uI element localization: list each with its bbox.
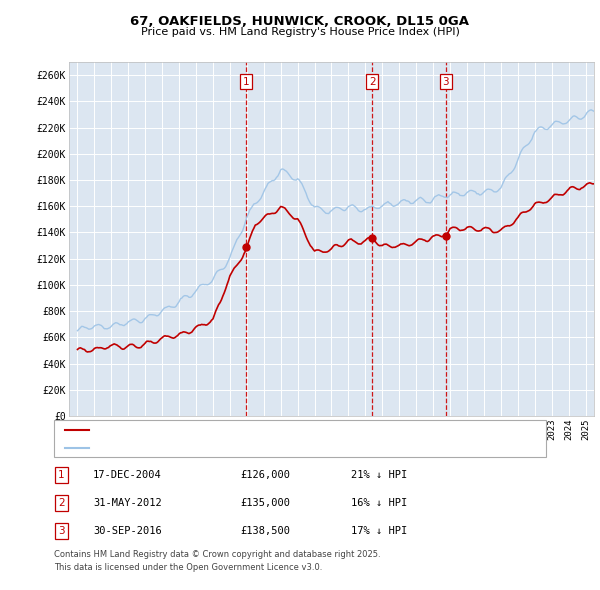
Text: 31-MAY-2012: 31-MAY-2012 [93, 498, 162, 507]
Text: £126,000: £126,000 [240, 470, 290, 480]
Text: 17% ↓ HPI: 17% ↓ HPI [351, 526, 407, 536]
Text: 16% ↓ HPI: 16% ↓ HPI [351, 498, 407, 507]
Text: 3: 3 [58, 526, 65, 536]
Text: Price paid vs. HM Land Registry's House Price Index (HPI): Price paid vs. HM Land Registry's House … [140, 27, 460, 37]
Text: HPI: Average price, detached house, County Durham: HPI: Average price, detached house, Coun… [95, 443, 353, 453]
Text: 21% ↓ HPI: 21% ↓ HPI [351, 470, 407, 480]
Text: 67, OAKFIELDS, HUNWICK, CROOK, DL15 0GA: 67, OAKFIELDS, HUNWICK, CROOK, DL15 0GA [131, 15, 470, 28]
Text: 30-SEP-2016: 30-SEP-2016 [93, 526, 162, 536]
Text: 3: 3 [443, 77, 449, 87]
Text: 17-DEC-2004: 17-DEC-2004 [93, 470, 162, 480]
Text: This data is licensed under the Open Government Licence v3.0.: This data is licensed under the Open Gov… [54, 563, 322, 572]
Text: 1: 1 [243, 77, 250, 87]
Text: 2: 2 [58, 498, 65, 507]
Text: Contains HM Land Registry data © Crown copyright and database right 2025.: Contains HM Land Registry data © Crown c… [54, 550, 380, 559]
Text: £138,500: £138,500 [240, 526, 290, 536]
Text: 2: 2 [369, 77, 376, 87]
Text: £135,000: £135,000 [240, 498, 290, 507]
Text: 1: 1 [58, 470, 65, 480]
Text: 67, OAKFIELDS, HUNWICK, CROOK, DL15 0GA (detached house): 67, OAKFIELDS, HUNWICK, CROOK, DL15 0GA … [95, 425, 407, 435]
